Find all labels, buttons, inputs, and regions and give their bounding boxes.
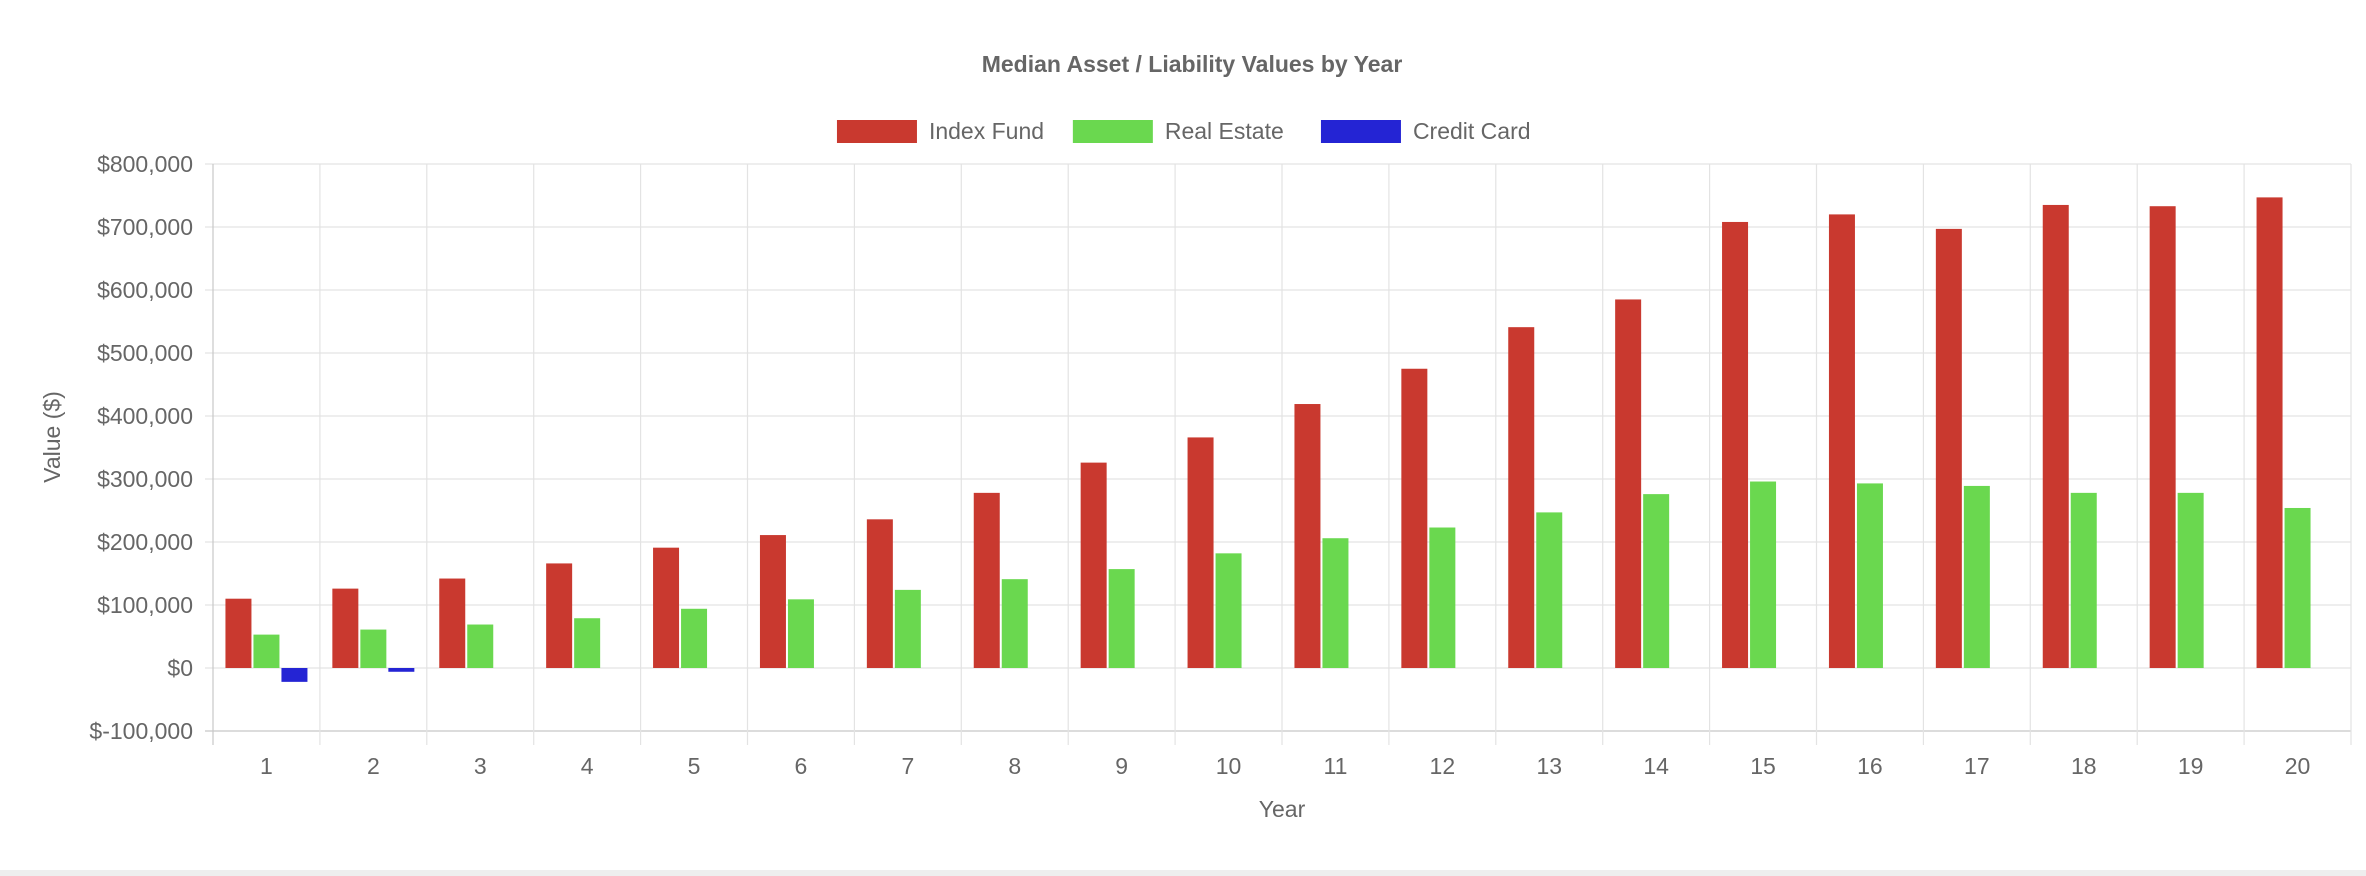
y-tick-label: $-100,000 (89, 718, 193, 744)
legend-label: Index Fund (929, 118, 1044, 144)
x-axis-label: Year (1259, 796, 1306, 822)
bar-index-fund (653, 547, 680, 668)
x-tick-label: 19 (2178, 753, 2204, 779)
legend-label: Credit Card (1413, 118, 1531, 144)
y-tick-label: $500,000 (97, 340, 193, 366)
bars (225, 197, 2311, 682)
bar-index-fund (973, 492, 1000, 668)
chart-title: Median Asset / Liability Values by Year (982, 51, 1403, 77)
x-tick-label: 9 (1115, 753, 1128, 779)
bar-real-estate (681, 608, 708, 668)
bar-real-estate (2177, 492, 2204, 668)
legend-swatch (1072, 120, 1153, 143)
x-tick-label: 7 (901, 753, 914, 779)
x-tick-label: 14 (1643, 753, 1669, 779)
bar-index-fund (1187, 437, 1214, 668)
y-tick-label: $600,000 (97, 277, 193, 303)
bar-real-estate (253, 634, 280, 668)
bar-index-fund (1615, 299, 1642, 668)
bar-real-estate (1215, 553, 1242, 668)
legend-label: Real Estate (1165, 118, 1284, 144)
bar-real-estate (894, 589, 921, 668)
x-tick-label: 10 (1216, 753, 1242, 779)
bar-real-estate (1536, 512, 1563, 668)
bar-index-fund (1080, 462, 1107, 668)
x-tick-label: 1 (260, 753, 273, 779)
bar-index-fund (225, 598, 252, 668)
y-axis-ticks: $-100,000 $0 $100,000 $200,000 $300,000 $400,… (89, 151, 193, 744)
bar-index-fund (1508, 327, 1535, 668)
legend-item-credit-card[interactable]: Credit Card (1320, 118, 1531, 144)
bar-real-estate (1429, 527, 1456, 668)
grid-lines (205, 163, 2352, 745)
bar-index-fund (2256, 197, 2283, 668)
bar-index-fund (439, 578, 466, 668)
bar-index-fund (759, 535, 786, 668)
y-tick-label: $200,000 (97, 529, 193, 555)
bar-index-fund (2042, 204, 2069, 668)
bar-real-estate (1856, 483, 1883, 668)
bar-real-estate (1963, 485, 1990, 668)
bottom-divider (0, 870, 2366, 876)
bar-real-estate (360, 629, 387, 668)
bar-index-fund (2149, 206, 2176, 668)
x-tick-label: 20 (2285, 753, 2311, 779)
x-axis-ticks: 1 2 3 4 5 6 7 8 9 10 11 12 13 14 15 16 17 18 19 20 (260, 753, 2310, 779)
bar-real-estate (1643, 494, 1670, 668)
x-tick-label: 12 (1430, 753, 1456, 779)
bar-real-estate (1001, 579, 1028, 668)
bar-real-estate (1108, 569, 1135, 668)
bar-credit-card (388, 668, 415, 672)
x-tick-label: 18 (2071, 753, 2097, 779)
y-tick-label: $800,000 (97, 151, 193, 177)
x-tick-label: 4 (581, 753, 594, 779)
bar-index-fund (1935, 228, 1962, 668)
x-tick-label: 5 (688, 753, 701, 779)
bar-credit-card (281, 668, 308, 682)
bar-real-estate (2070, 492, 2097, 668)
legend-item-real-estate[interactable]: Real Estate (1072, 118, 1284, 144)
bar-index-fund (332, 588, 359, 668)
legend-swatch (836, 120, 917, 143)
bar-real-estate (1322, 538, 1349, 668)
x-tick-label: 13 (1536, 753, 1562, 779)
y-axis-label: Value ($) (39, 391, 65, 483)
bar-index-fund (1828, 214, 1855, 668)
legend-swatch (1320, 120, 1401, 143)
x-tick-label: 3 (474, 753, 487, 779)
y-tick-label: $100,000 (97, 592, 193, 618)
bar-index-fund (546, 563, 573, 668)
y-tick-label: $700,000 (97, 214, 193, 240)
bar-real-estate (2284, 507, 2311, 668)
bar-real-estate (574, 618, 601, 668)
bar-real-estate (787, 599, 814, 668)
bar-index-fund (1401, 368, 1428, 668)
legend[interactable]: Index Fund Real Estate Credit Card (836, 118, 1531, 144)
x-tick-label: 2 (367, 753, 380, 779)
x-tick-label: 11 (1324, 753, 1348, 779)
y-tick-label: $0 (167, 655, 193, 681)
x-tick-label: 17 (1964, 753, 1990, 779)
bar-index-fund (866, 519, 893, 668)
bar-real-estate (1750, 481, 1777, 668)
x-tick-label: 8 (1008, 753, 1021, 779)
bar-index-fund (1294, 404, 1321, 668)
x-tick-label: 16 (1857, 753, 1883, 779)
bar-index-fund (1722, 221, 1749, 668)
legend-item-index-fund[interactable]: Index Fund (836, 118, 1044, 144)
y-tick-label: $300,000 (97, 466, 193, 492)
bar-real-estate (467, 624, 494, 668)
y-tick-label: $400,000 (97, 403, 193, 429)
x-tick-label: 6 (795, 753, 808, 779)
x-tick-label: 15 (1750, 753, 1776, 779)
